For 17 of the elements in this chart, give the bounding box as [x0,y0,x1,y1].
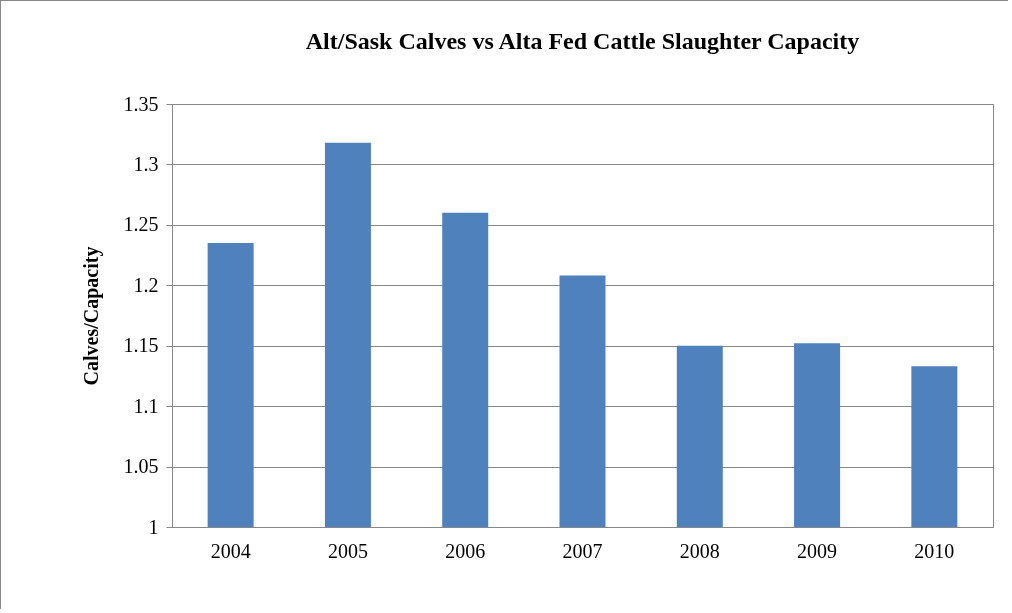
x-tick-label: 2005 [327,539,368,562]
y-tick-label: 1 [148,515,159,538]
y-tick-label: 1.3 [133,152,159,175]
x-tick-label: 2004 [210,539,251,562]
y-tick-label: 1.15 [123,334,159,357]
y-tick-label: 1.2 [133,273,159,296]
x-tick-label: 2009 [797,539,838,562]
y-axis-title: Calves/Capacity [79,246,103,386]
y-tick-label: 1.25 [123,213,159,236]
x-tick-label: 2008 [679,539,720,562]
x-tick-label: 2007 [562,539,603,562]
y-tick-label: 1.35 [123,92,159,115]
y-tick-label: 1.1 [133,394,159,417]
y-tick-label: 1.05 [123,455,159,478]
chart-title: Alt/Sask Calves vs Alta Fed Cattle Slaughter Capacity [305,28,860,54]
x-tick-label: 2010 [914,539,955,562]
x-tick-label: 2006 [445,539,486,562]
